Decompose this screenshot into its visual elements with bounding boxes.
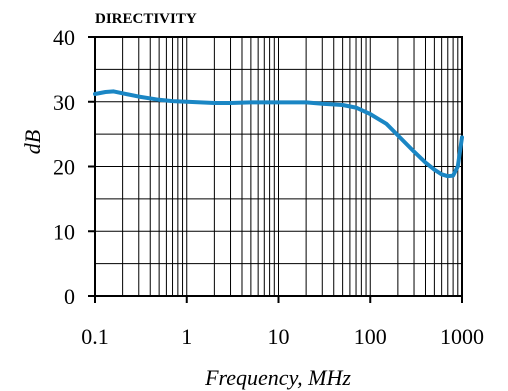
x-axis-title: Frequency, MHz xyxy=(204,365,351,390)
x-tick-labels: 0.1 1 10 100 1000 xyxy=(81,324,484,349)
x-tick-label: 100 xyxy=(354,324,387,349)
series-layer xyxy=(93,89,464,179)
chart-title: DIRECTIVITY xyxy=(95,11,197,27)
directivity-series-line xyxy=(93,89,464,179)
y-tick-labels: 0 10 20 30 40 xyxy=(53,25,75,309)
y-tick-label: 10 xyxy=(53,219,75,244)
grid-lines xyxy=(95,37,462,296)
axis-ticks xyxy=(88,36,463,303)
y-tick-label: 30 xyxy=(53,90,75,115)
x-tick-label: 1000 xyxy=(440,324,484,349)
x-tick-label: 0.1 xyxy=(81,324,109,349)
y-axis-title: dB xyxy=(20,130,45,154)
x-tick-label: 10 xyxy=(268,324,290,349)
y-tick-label: 0 xyxy=(64,284,75,309)
y-tick-label: 40 xyxy=(53,25,75,50)
x-tick-label: 1 xyxy=(181,324,192,349)
y-tick-label: 20 xyxy=(53,155,75,180)
